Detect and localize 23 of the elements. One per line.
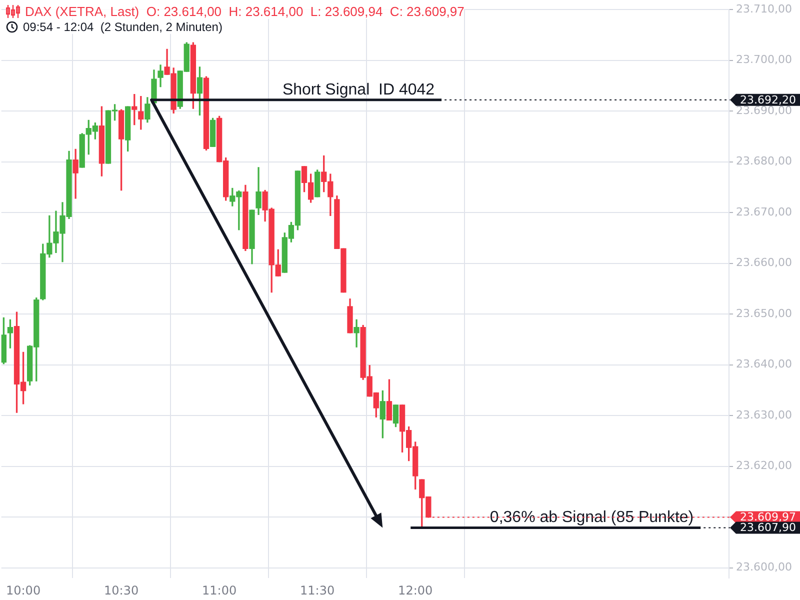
x-tick-label: 10:00 — [6, 583, 41, 598]
y-tick-label: 23.700,00 — [736, 53, 792, 66]
y-tick-label: 23.710,00 — [736, 2, 792, 16]
y-tick-label: 23.650,00 — [736, 306, 792, 320]
y-tick-label: 23.660,00 — [736, 256, 792, 270]
x-tick-label: 12:00 — [398, 583, 433, 598]
x-tick-label: 11:00 — [202, 583, 237, 598]
y-tick-label: 23.680,00 — [736, 154, 792, 168]
annotation: 0,36% ab Signal (85 Punkte) — [490, 509, 694, 526]
annotation: Short Signal ID 4042 — [282, 81, 435, 98]
y-tick-label: 23.630,00 — [736, 408, 792, 422]
x-tick-label: 11:30 — [300, 583, 335, 598]
y-tick-label: 23.640,00 — [736, 358, 792, 371]
y-tick-label: 23.670,00 — [736, 205, 792, 218]
y-tick-label: 23.690,00 — [736, 104, 792, 117]
x-tick-label: 10:30 — [104, 583, 139, 598]
ref-line-label: 23.607,90 — [740, 521, 796, 534]
ref-line-label: 23.692,20 — [740, 93, 796, 106]
y-tick-label: 23.620,00 — [736, 459, 792, 472]
y-tick-label: 23.600,00 — [736, 560, 792, 574]
ref-line-label: 23.609,97 — [740, 510, 796, 524]
text: 09:54 - 12:04 (2 Stunden, 2 Minuten) — [23, 20, 222, 34]
chart-title: DAX (XETRA, Last) O: 23.614,00 H: 23.614,00 L: 23.609,94 C: 23.609,97 — [25, 4, 464, 19]
